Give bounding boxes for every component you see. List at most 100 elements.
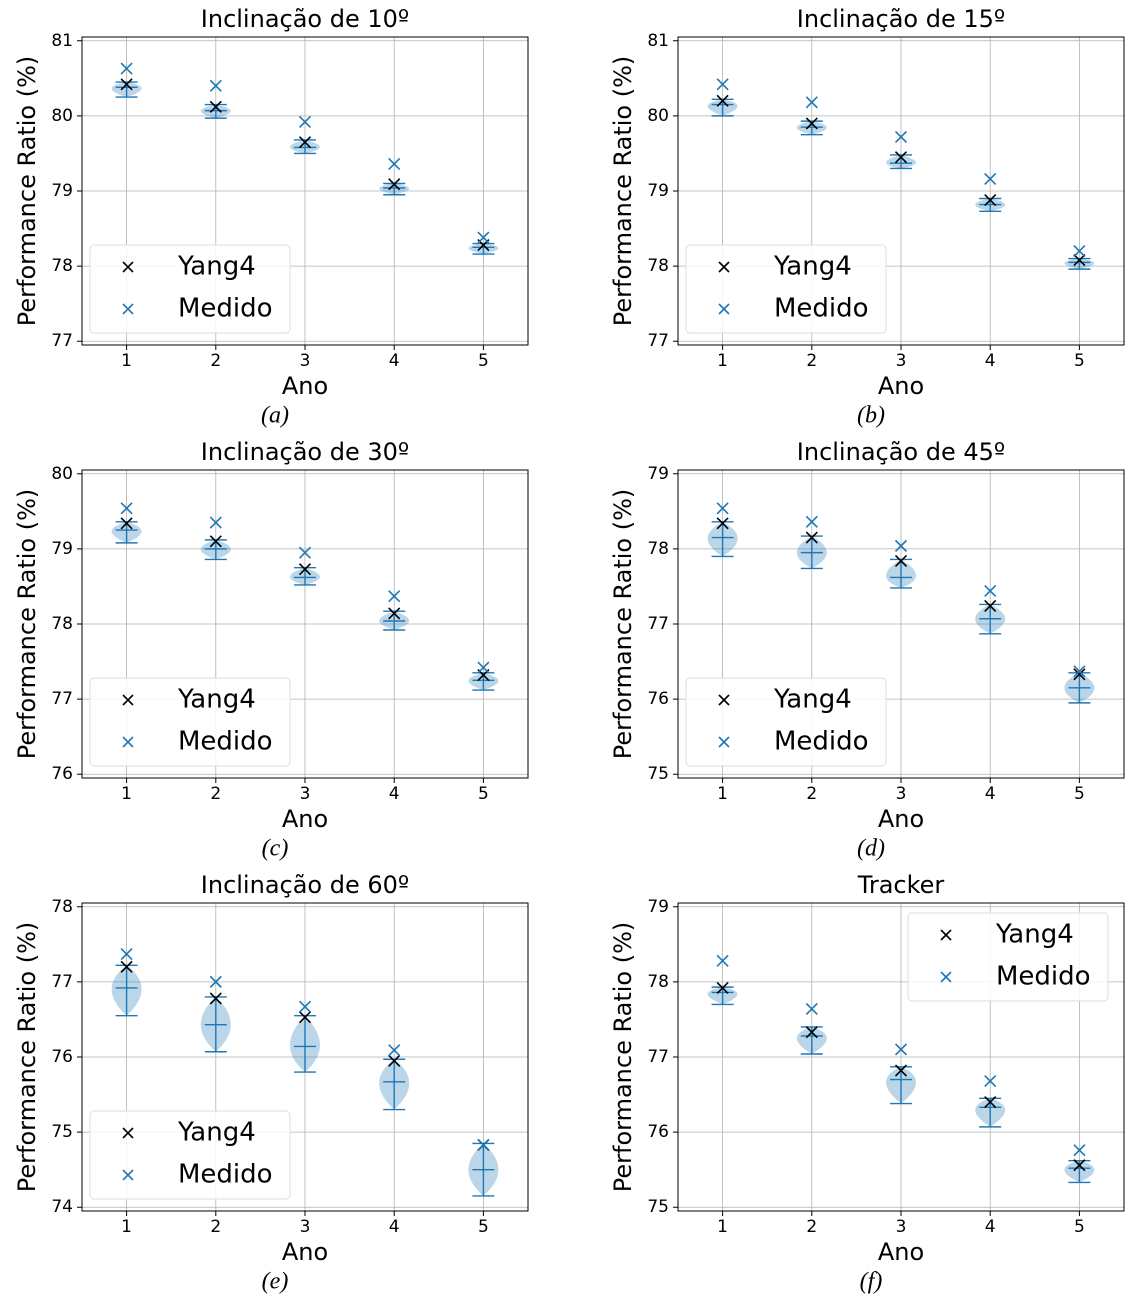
x-tick-label: 2 (210, 1217, 221, 1237)
marker (120, 502, 133, 515)
marker (298, 1011, 312, 1024)
marker (120, 948, 133, 961)
chart-title: Inclinação de 10º (201, 5, 409, 33)
marker (388, 590, 401, 603)
legend-box (907, 912, 1109, 1002)
marker (209, 100, 222, 113)
y-tick-label: 79 (647, 897, 669, 917)
marker (298, 1000, 312, 1013)
subplot: 77 78 79 80 81 1 2 3 4 5 Inclinação de 10º Ano Perfo… (13, 5, 529, 429)
marker (894, 539, 908, 552)
y-tick-label: 79 (51, 539, 73, 559)
legend-marker (122, 694, 134, 706)
marker (120, 78, 133, 91)
subplot: 75 76 77 78 79 1 2 3 4 5 Tracker Ano Performance Rat… (609, 871, 1125, 1295)
x-axis-label: Ano (282, 372, 328, 400)
chart-title: Inclinação de 60º (201, 871, 409, 899)
marker (805, 1002, 818, 1015)
plot-frame (677, 36, 1125, 346)
legend-marker (718, 736, 730, 748)
y-tick-label: 79 (647, 181, 669, 201)
x-tick-label: 2 (210, 351, 221, 371)
x-axis-label: Ano (878, 372, 924, 400)
x-tick-label: 5 (1074, 351, 1085, 371)
marker (805, 515, 818, 528)
y-tick-label: 80 (51, 106, 73, 126)
y-tick-label: 77 (647, 614, 669, 634)
marker (1073, 254, 1086, 267)
marker (388, 607, 401, 620)
x-tick-label: 3 (896, 1217, 907, 1237)
x-tick-label: 1 (717, 351, 728, 371)
plot-frame (677, 469, 1125, 779)
x-tick-label: 3 (300, 351, 311, 371)
marker (120, 62, 133, 75)
marker (716, 78, 729, 91)
marker (716, 954, 729, 967)
legend-label: Medido (178, 1160, 273, 1190)
y-tick-label: 76 (51, 764, 73, 784)
y-tick-label: 78 (51, 897, 73, 917)
x-tick-label: 1 (717, 1217, 728, 1237)
legend-label: Medido (996, 962, 1091, 992)
marker (1073, 245, 1086, 258)
marker (298, 115, 312, 128)
legend-label: Medido (178, 294, 273, 324)
x-axis-label: Ano (878, 1238, 924, 1266)
marker (984, 599, 997, 613)
caption: (d) (857, 836, 885, 862)
y-axis-label: Performance Ratio (%) (13, 56, 41, 327)
y-tick-label: 75 (51, 1122, 73, 1142)
marker (894, 1064, 908, 1077)
legend-marker (122, 1127, 134, 1139)
plot-frame (81, 902, 529, 1212)
x-tick-label: 3 (896, 784, 907, 804)
legend: Yang4 Medido (685, 244, 887, 334)
subplot: 75 76 77 78 79 1 2 3 4 5 Inclinação de 45º Ano Perfo… (609, 438, 1125, 862)
legend-label: Yang4 (995, 920, 1074, 950)
y-axis-label: Performance Ratio (%) (609, 56, 637, 327)
x-tick-label: 4 (985, 1217, 996, 1237)
legend-marker (940, 929, 952, 941)
subplot: 76 77 78 79 80 1 2 3 4 5 Inclinação de 30º Ano Perfo… (13, 438, 529, 862)
marker (209, 975, 222, 988)
legend: Yang4 Medido (907, 912, 1109, 1002)
y-tick-label: 78 (647, 256, 669, 276)
subplot: 77 78 79 80 81 1 2 3 4 5 Inclinação de 15º Ano Perfo… (609, 5, 1125, 429)
x-tick-label: 1 (121, 1217, 132, 1237)
marker (716, 94, 729, 107)
marker (298, 136, 312, 149)
marker (1073, 1144, 1086, 1157)
x-tick-label: 1 (121, 351, 132, 371)
y-tick-label: 77 (51, 972, 73, 992)
y-tick-label: 76 (647, 689, 669, 709)
plot-frame (677, 902, 1125, 1212)
x-tick-label: 5 (1074, 1217, 1085, 1237)
x-axis-label: Ano (282, 805, 328, 833)
legend-label: Yang4 (177, 685, 256, 715)
marker (805, 117, 818, 130)
marker (388, 178, 401, 191)
legend-label: Medido (774, 727, 869, 757)
y-tick-label: 77 (647, 1047, 669, 1067)
chart-title: Inclinação de 30º (201, 438, 409, 466)
legend-box (89, 677, 291, 767)
legend-box (89, 244, 291, 334)
y-tick-label: 81 (647, 31, 669, 51)
x-tick-label: 2 (806, 351, 817, 371)
legend-marker (718, 261, 730, 273)
legend-box (89, 1110, 291, 1200)
marker (984, 1096, 997, 1109)
y-tick-label: 78 (51, 256, 73, 276)
marker (894, 130, 908, 143)
y-axis-label: Performance Ratio (%) (609, 922, 637, 1193)
y-axis-label: Performance Ratio (%) (13, 489, 41, 760)
marker (716, 517, 729, 530)
marker (388, 1044, 401, 1057)
legend-label: Medido (178, 727, 273, 757)
y-tick-label: 79 (647, 464, 669, 484)
marker (209, 516, 222, 529)
marker (984, 1074, 997, 1088)
y-tick-label: 75 (647, 1197, 669, 1217)
